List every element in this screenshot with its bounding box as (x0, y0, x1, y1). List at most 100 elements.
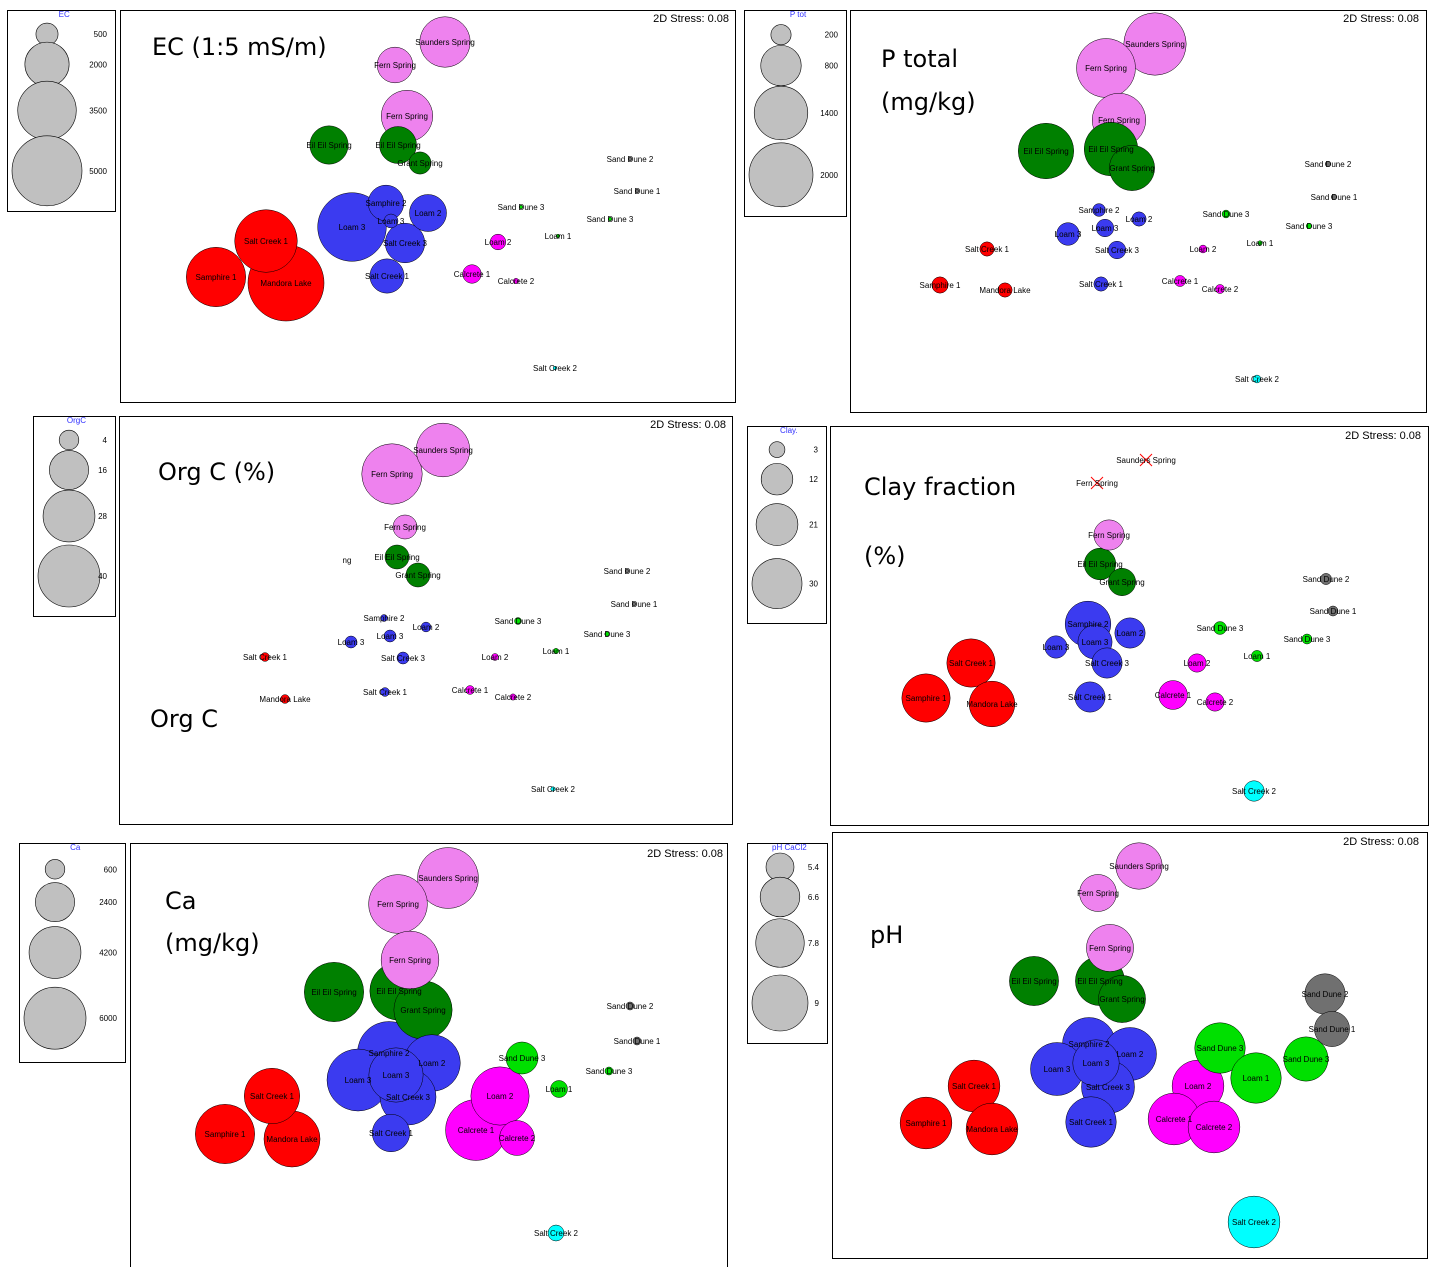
bubbles (931, 12, 1338, 384)
bubble-point (604, 631, 610, 637)
bubble-point (417, 847, 479, 909)
point-label: Loam 2 (1185, 1082, 1212, 1091)
bubble-key-title: P tot (790, 10, 807, 19)
point-label: Salt Creek 1 (243, 653, 288, 662)
missing-value-cross (1090, 476, 1104, 490)
point-label: Saunders Spring (1125, 40, 1185, 49)
bubble-point (979, 241, 995, 257)
bubble-point (965, 1102, 1019, 1156)
bubble-point (309, 125, 349, 165)
bubble-key-value: 3 (814, 446, 819, 455)
point-label: Samphire 1 (906, 1119, 947, 1128)
bubble-point (1086, 924, 1134, 972)
bubble-point (234, 209, 298, 273)
bubble-point (1114, 617, 1146, 649)
point-label: Saunders Spring (1109, 862, 1169, 871)
plot-frame (830, 426, 1429, 826)
point-label: Samphire 1 (906, 694, 947, 703)
bubble-point (376, 46, 414, 84)
bubble-point (380, 930, 440, 990)
bubble-point (550, 786, 556, 792)
point-label: Fern Spring (1076, 479, 1118, 488)
point-label: Loam 3 (378, 217, 405, 226)
bubble-key-circle (755, 918, 805, 968)
bubble-key-value: 12 (809, 475, 818, 484)
bubble-key-title: Ca (70, 843, 81, 852)
point-label: Loam 3 (1092, 224, 1119, 233)
panel-title: EC (1:5 mS/m) (152, 33, 327, 61)
panel-title-line2: (mg/kg) (881, 88, 976, 116)
point-label: Fern Spring (1089, 944, 1131, 953)
panel-title: Clay fraction (864, 473, 1016, 501)
bubble-point (547, 1224, 565, 1242)
point-label: Samphire 2 (1079, 206, 1120, 215)
point-labels: Saunders Spring Fern Spring Fern Spring Eil… (906, 862, 1356, 1227)
bubble-point (1065, 1096, 1117, 1148)
point-label: Calcrete 1 (454, 270, 491, 279)
bubble-point (1072, 1039, 1120, 1087)
plot-frame (832, 832, 1428, 1259)
point-label: Sand Dune 3 (587, 215, 634, 224)
point-label: Sand Dune 3 (1197, 624, 1244, 633)
point-label: Saunders Spring (1116, 456, 1176, 465)
point-label: Sand Dune 1 (1310, 607, 1357, 616)
stress-label: 2D Stress: 0.08 (653, 13, 729, 25)
point-label: Fern Spring (1088, 531, 1130, 540)
point-label: Eil Eil Spring (1011, 977, 1056, 986)
bubble-point (383, 213, 399, 229)
bubble-point (1320, 573, 1332, 585)
bubble-point (380, 614, 388, 622)
point-label: Loam 1 (1244, 652, 1271, 661)
bubble-point (379, 126, 417, 164)
point-label: Sand Dune 3 (586, 1067, 633, 1076)
bubble-point (186, 247, 246, 307)
bubble-point (946, 638, 996, 688)
point-label: Calcrete 1 (452, 686, 489, 695)
bubble-key-circle (44, 859, 66, 880)
bubble-point (1251, 650, 1263, 662)
point-label: Calcrete 2 (498, 277, 535, 286)
point-label: Sand Dune 2 (607, 155, 654, 164)
bubble-point (555, 233, 561, 239)
point-label: Calcrete 2 (1196, 1123, 1233, 1132)
bubble-point (624, 568, 630, 574)
point-label: Salt Creek 1 (949, 659, 994, 668)
bubble-point (1194, 1022, 1246, 1074)
bubble-point (899, 1096, 953, 1150)
point-label: Samphire 2 (364, 614, 405, 623)
bubble-key-value: 6.6 (808, 893, 820, 902)
plot-frame (120, 10, 736, 403)
bubble-point (368, 874, 428, 934)
bubble-point (409, 194, 447, 232)
point-label: Mandora Lake (260, 279, 312, 288)
point-label: Loam 3 (1043, 643, 1070, 652)
point-label: Loam 2 (1117, 629, 1144, 638)
point-label: Samphire 1 (205, 1130, 246, 1139)
point-label: Saunders Spring (415, 38, 475, 47)
bubble-point (465, 685, 475, 695)
bubble-key: P tot 200 800 1400 2000 (744, 10, 847, 217)
bubble-point (1158, 680, 1188, 710)
point-label: Sand Dune 3 (499, 1054, 546, 1063)
point-label: Loam 1 (1247, 239, 1274, 248)
point-label: Eil Eil Spring (311, 988, 356, 997)
point-label: Eil Eil Spring (374, 553, 419, 562)
point-label: Salt Creek 1 (965, 245, 1010, 254)
bubble-point (1091, 647, 1123, 679)
bubble-key-circle (58, 429, 80, 451)
bubble-point (396, 651, 410, 665)
point-label: Calcrete 2 (495, 693, 532, 702)
bubble-key-value: 5.4 (808, 863, 820, 872)
point-label: Grant Spring (395, 571, 440, 580)
bubble-key-title: pH CaCl2 (772, 843, 807, 852)
point-label: Calcrete 1 (458, 1126, 495, 1135)
bubble-key-circle (11, 135, 83, 207)
bubble-point (368, 1047, 424, 1103)
bubble-point (634, 188, 640, 194)
bubble-key-value: 28 (98, 512, 107, 521)
bubble-point (1131, 211, 1147, 227)
bubbles (901, 453, 1339, 802)
bubble-point (489, 233, 507, 251)
panel-2: 2D Stress: 0.08 P tot 200 800 1400 2000 P tota… (744, 10, 1427, 413)
